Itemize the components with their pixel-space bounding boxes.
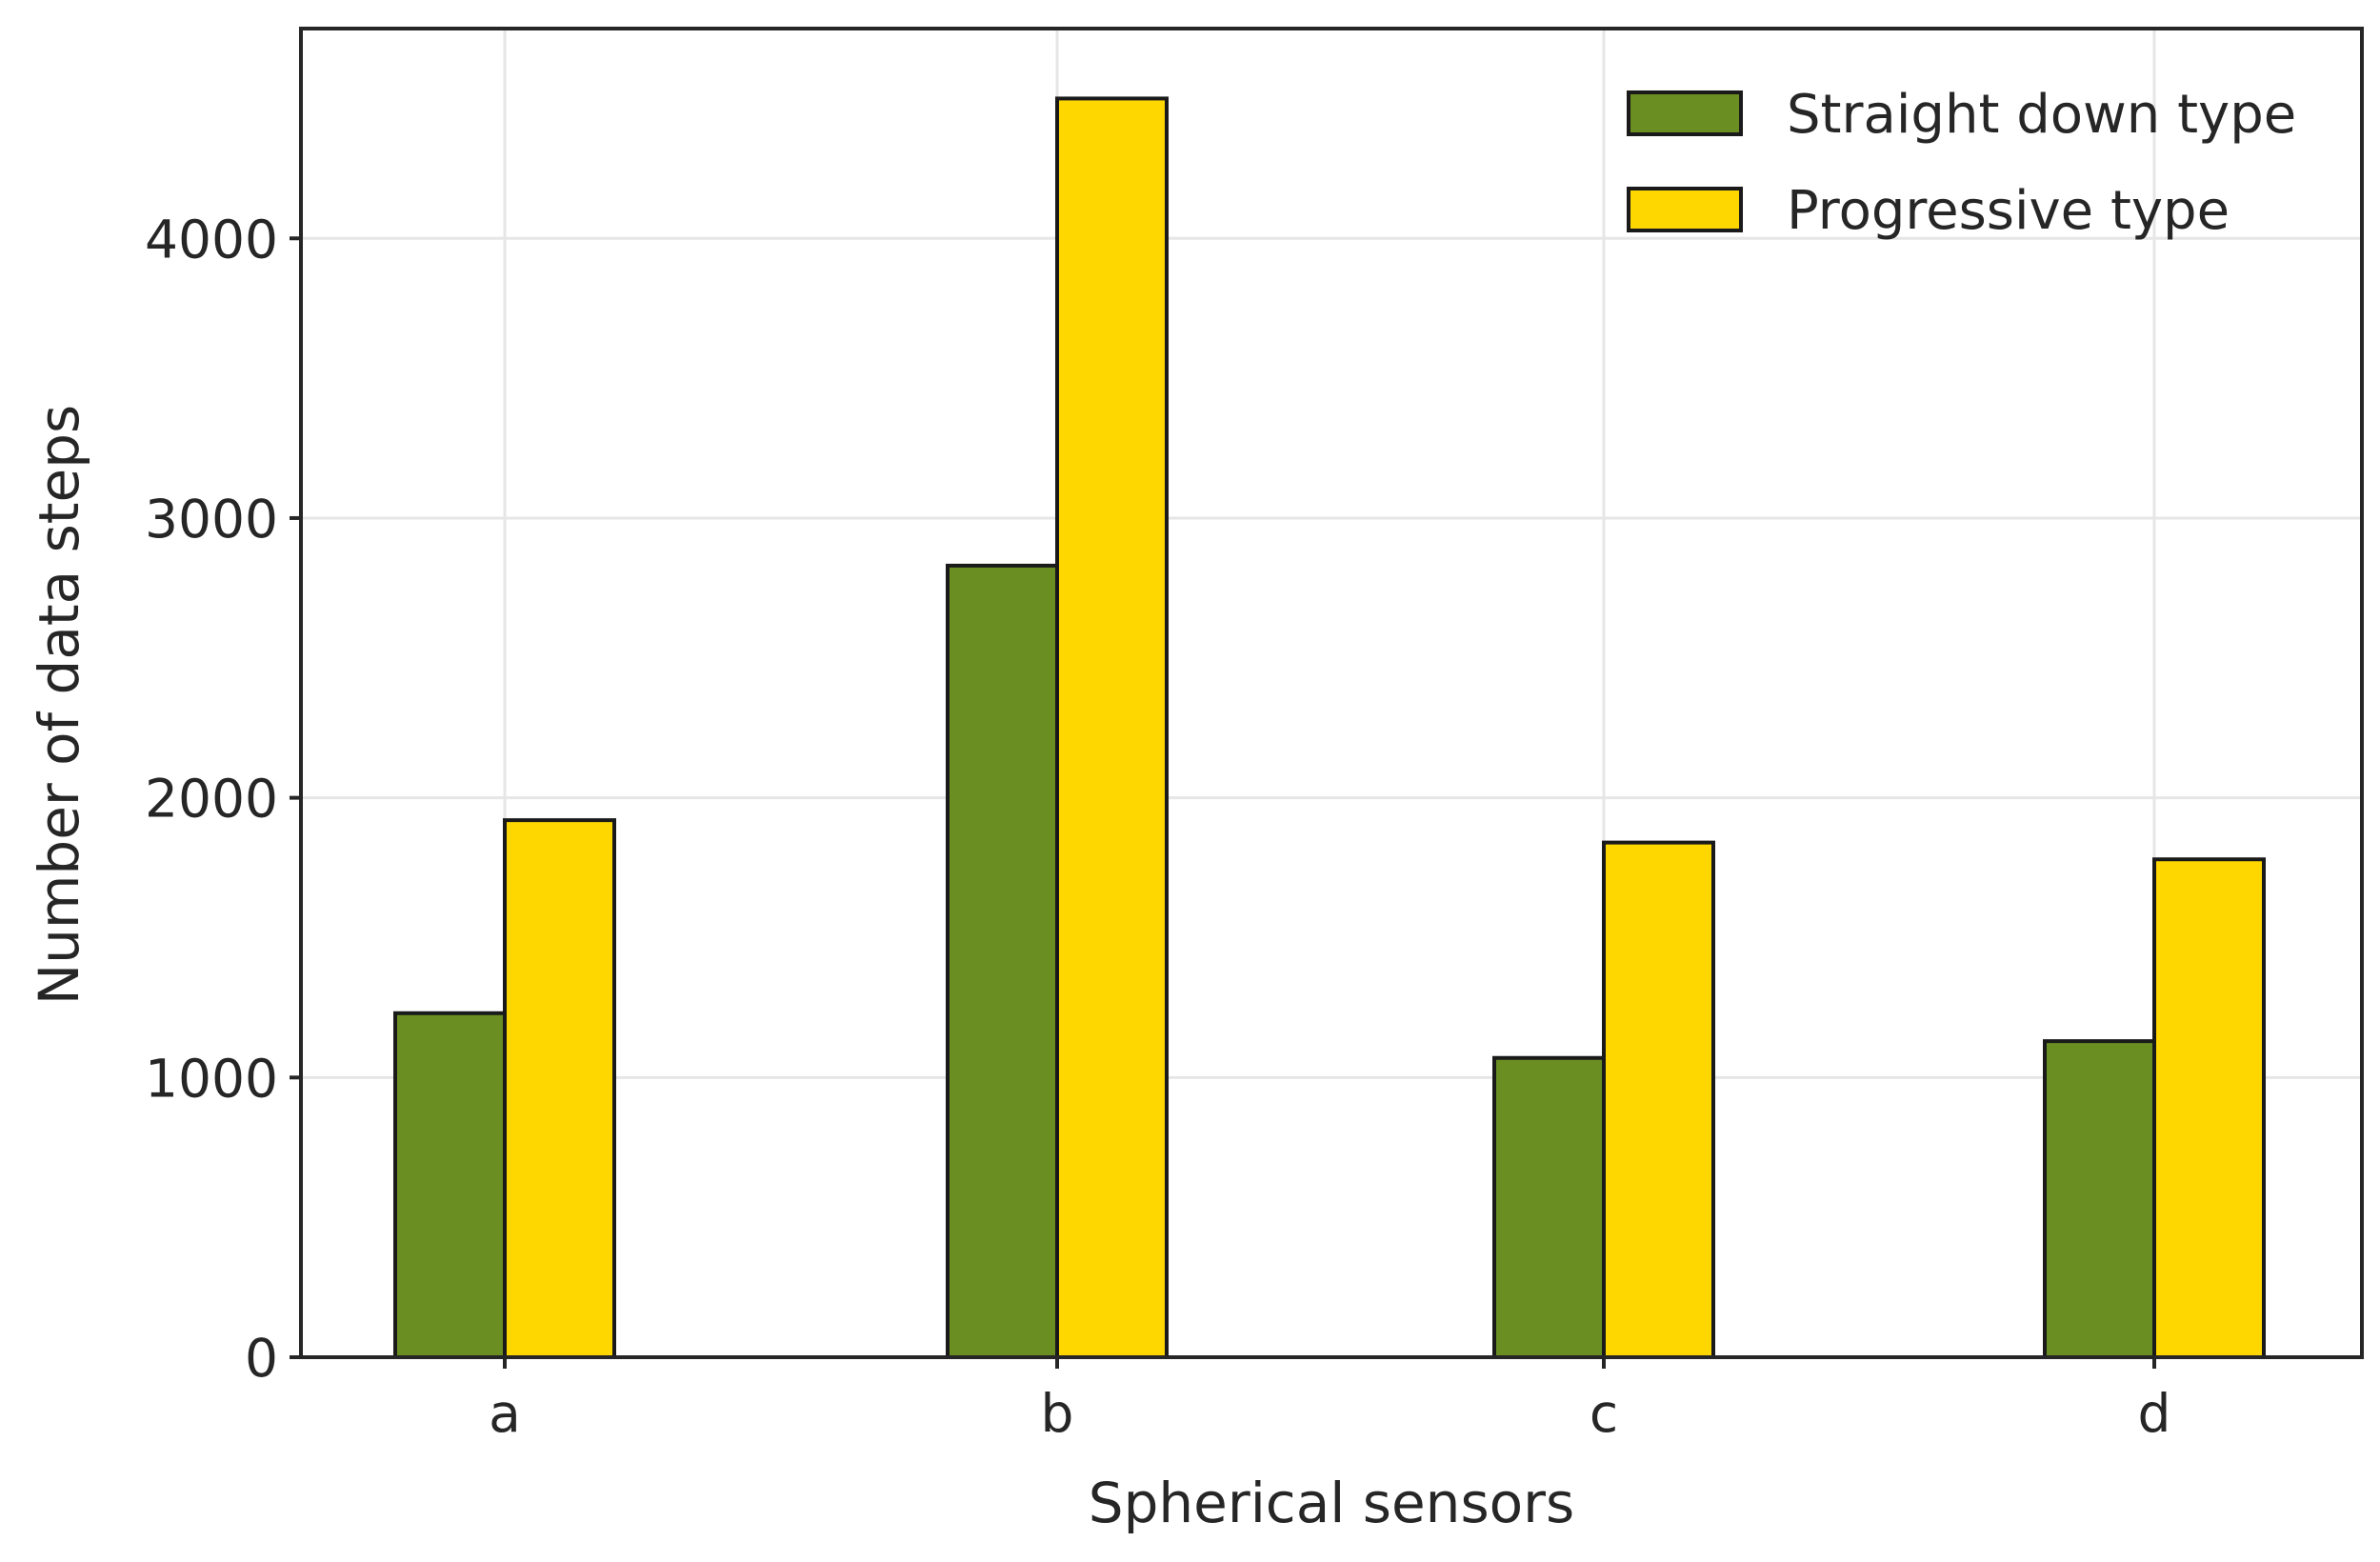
legend-swatch-straight-down: [1627, 90, 1743, 136]
legend-swatch-progressive: [1627, 187, 1743, 232]
x-tick-label-d: d: [2138, 1383, 2171, 1444]
bar-progressive-b: [1055, 96, 1169, 1360]
axis-ticks: 0 1000 2000 3000 4000 a b c d: [145, 209, 2170, 1444]
bar-progressive-a: [503, 818, 616, 1359]
bar-progressive-c: [1602, 840, 1715, 1359]
x-tick-label-c: c: [1590, 1383, 1618, 1444]
bar-straight-down-c: [1492, 1055, 1606, 1360]
y-tick-label: 2000: [145, 769, 278, 830]
plot-frame: [299, 27, 2364, 1359]
x-tick-label-a: a: [489, 1383, 521, 1444]
x-axis-title: Spherical sensors: [1089, 1471, 1574, 1535]
bar-progressive-d: [2152, 857, 2266, 1359]
y-tick-label: 3000: [145, 489, 278, 550]
x-tick-label-b: b: [1041, 1383, 1074, 1444]
y-tick-label: 0: [245, 1328, 278, 1389]
y-axis-title: Number of data steps: [27, 405, 91, 1006]
legend-label-progressive: Progressive type: [1787, 180, 2230, 242]
y-tick-label: 4000: [145, 209, 278, 270]
bars: [393, 96, 2266, 1360]
bar-straight-down-a: [393, 1011, 507, 1359]
bar-straight-down-d: [2043, 1039, 2156, 1359]
legend: Straight down type Progressive type: [1627, 84, 2296, 242]
legend-label-straight-down: Straight down type: [1787, 84, 2296, 146]
y-tick-label: 1000: [145, 1048, 278, 1109]
bar-straight-down-b: [946, 563, 1059, 1359]
